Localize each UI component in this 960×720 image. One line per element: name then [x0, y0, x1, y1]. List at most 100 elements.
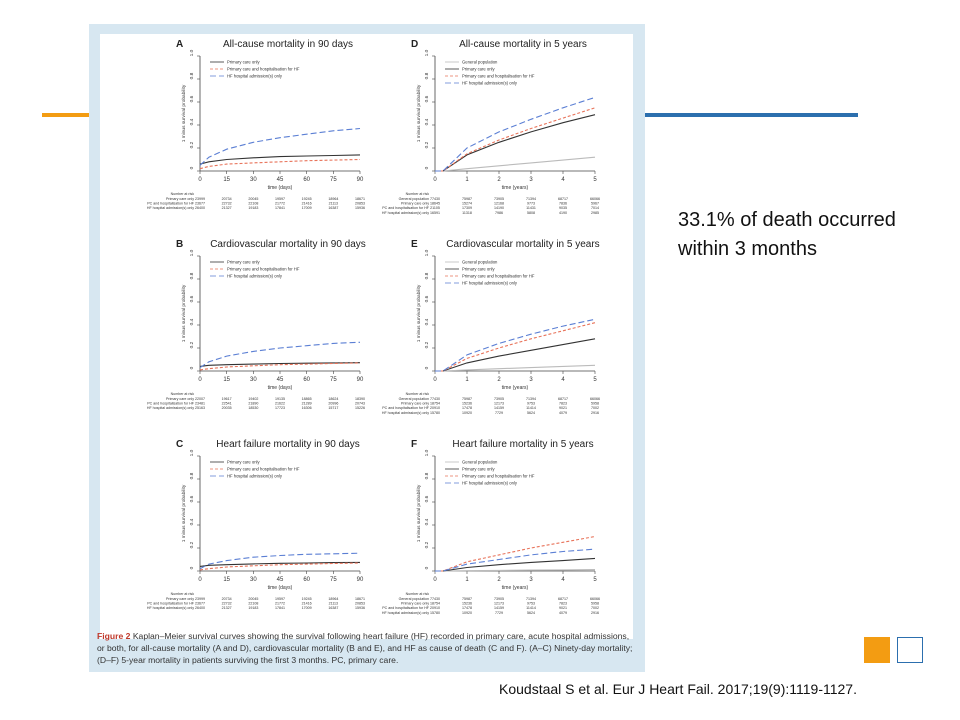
panel-f-risk-label-3: HF hospital admission(s) only	[382, 611, 429, 615]
panel-a-risk-value-2-3: 17841	[275, 206, 285, 210]
panel-e-title: Cardiovascular mortality in 5 years	[446, 239, 599, 250]
panel-f-risk-value-2-3: 11414	[526, 606, 536, 610]
panel-e-legend-label-0: General population	[462, 260, 498, 265]
panel-e-risk-value-3-5: 2916	[591, 411, 599, 415]
panel-a-xtick-label-4: 60	[303, 177, 310, 183]
km-charts: A All-cause mortality in 90 days 0 0.2 0.4 0.…	[147, 39, 600, 615]
panel-a-risk-value-2-5: 16387	[328, 206, 338, 210]
panel-b-xtick-label-0: 0	[198, 377, 202, 383]
panel-c-risk-value-1-2: 22108	[248, 602, 258, 606]
panel-d-risk-value-2-4: 9035	[559, 206, 567, 210]
panel-c-risk-value-1-4: 21416	[302, 602, 312, 606]
panel-b-risk-value-2-6: 15226	[355, 406, 365, 410]
panel-e-legend-label-2: Primary care and hospitalisation for HF	[462, 274, 535, 279]
panel-b-risk-value-0-5: 18624	[328, 397, 338, 401]
accent-line-left	[42, 113, 90, 117]
panel-f-risk-label-0: General population	[399, 597, 429, 601]
figure-plot-area: A All-cause mortality in 90 days 0 0.2 0.4 0.…	[100, 34, 633, 639]
panel-c-xtick-label-1: 15	[223, 577, 230, 583]
panel-f-series-line-2	[435, 535, 596, 572]
panel-a-risk-value-0-5: 18964	[328, 197, 338, 201]
panel-d-risk-value-1-1: 15274	[462, 202, 472, 206]
panel-a-risk-value-1-1: 22732	[222, 202, 232, 206]
panel-d-risk-value-3-0: 16591	[430, 211, 440, 215]
panel-c-letter: C	[176, 439, 183, 450]
panel-e-ytick-label-1: 0.2	[424, 341, 430, 348]
panel-c-ytick-label-0: 0	[189, 566, 195, 569]
panel-c-risk-label-2: HF hospital admission(s) only	[147, 606, 194, 610]
panel-a-risk-value-1-0: 23677	[195, 202, 205, 206]
panel-b-xtick-label-1: 15	[223, 377, 230, 383]
panel-c-title: Heart failure mortality in 90 days	[216, 439, 359, 450]
panel-b-risk-value-1-6: 20743	[355, 402, 365, 406]
panel-e-ytick-label-0: 0	[424, 366, 430, 369]
panel-d-risk-value-2-2: 14190	[494, 206, 504, 210]
panel-d-legend-label-0: General population	[462, 60, 498, 65]
panel-d-risk-value-3-3: 5808	[527, 211, 535, 215]
panel-d-risk-value-1-5: 5967	[591, 202, 599, 206]
panel-e-risk-value-3-2: 7729	[495, 411, 503, 415]
panel-a-ylabel: 1 minus survival probability	[181, 84, 187, 142]
panel-b-risk-value-0-6: 18390	[355, 397, 365, 401]
panel-b-xtick-label-5: 75	[330, 377, 337, 383]
panel-f-risk-value-3-5: 2916	[591, 611, 599, 615]
panel-d-risk-value-2-0: 21105	[430, 206, 440, 210]
panel-d-xtick-label-0: 0	[433, 177, 437, 183]
panel-a-risk-value-0-2: 20045	[248, 197, 258, 201]
panel-a-legend-label-1: Primary care and hospitalisation for HF	[227, 67, 300, 72]
panel-c-risk-value-0-5: 18964	[328, 597, 338, 601]
panel-b-risk-value-1-5: 20996	[328, 402, 338, 406]
panel-f-risk-value-0-5: 66066	[590, 597, 600, 601]
panel-a-risk-label-2: HF hospital admission(s) only	[147, 206, 194, 210]
panel-e-risk-value-2-4: 9021	[559, 406, 567, 410]
panel-a-risk-value-2-6: 15936	[355, 206, 365, 210]
panel-b-risk-value-1-0: 23481	[195, 402, 205, 406]
panel-a-risk-value-0-3: 19597	[275, 197, 285, 201]
panel-b-risk-value-2-5: 15717	[328, 406, 338, 410]
panel-f-xtick-label-0: 0	[433, 577, 437, 583]
panel-f-legend-label-3: HF hospital admission(s) only	[462, 481, 518, 486]
panel-c-xtick-label-6: 90	[357, 577, 364, 583]
panel-c-ytick-label-4: 0.8	[189, 472, 195, 479]
panel-f-risk-value-3-0: 15780	[430, 611, 440, 615]
panel-b-risk-value-2-4: 16306	[302, 406, 312, 410]
panel-f-title: Heart failure mortality in 5 years	[452, 439, 593, 450]
panel-f-legend-label-1: Primary care only	[462, 467, 495, 472]
panel-b-ytick-label-1: 0.2	[189, 341, 195, 348]
panel-e-xtick-label-0: 0	[433, 377, 437, 383]
panel-f-ytick-label-0: 0	[424, 566, 430, 569]
panel-f-series-line-3	[435, 548, 596, 572]
panel-d-risk-label-1: Primary care only	[401, 202, 429, 206]
figure-panel: A All-cause mortality in 90 days 0 0.2 0.4 0.…	[89, 24, 645, 672]
panel-c-risk-value-2-2: 19183	[248, 606, 258, 610]
panel-b-risk-value-1-1: 22541	[222, 402, 232, 406]
panel-a-legend-label-0: Primary care only	[227, 60, 260, 65]
panel-a-xtick-label-2: 30	[250, 177, 257, 183]
panel-e-xtick-label-1: 1	[465, 377, 469, 383]
panel-a-risk-value-0-6: 18671	[355, 197, 365, 201]
panel-a-risk-value-0-0: 23999	[195, 197, 205, 201]
panel-a-risk-value-2-0: 26400	[195, 206, 205, 210]
panel-a-xlabel: time (days)	[268, 185, 293, 191]
panel-a-risk-value-0-1: 20734	[222, 197, 232, 201]
panel-c-ytick-label-3: 0.6	[189, 495, 195, 502]
panel-c-series-line-2	[199, 552, 361, 570]
panel-b-letter: B	[176, 239, 183, 250]
panel-c-legend-label-1: Primary care and hospitalisation for HF	[227, 467, 300, 472]
panel-d-risk-value-2-5: 7014	[591, 206, 599, 210]
panel-f-risk-value-2-0: 20910	[430, 606, 440, 610]
panel-d-xlabel: time (years)	[502, 185, 529, 191]
panel-d-risk-value-0-4: 68717	[558, 197, 568, 201]
panel-d-risk-value-3-2: 7986	[495, 211, 503, 215]
panel-d-xtick-label-1: 1	[465, 177, 469, 183]
panel-e-risk-value-1-0: 18754	[430, 402, 440, 406]
panel-f-legend-label-2: Primary care and hospitalisation for HF	[462, 474, 535, 479]
panel-e-xtick-label-5: 5	[593, 377, 597, 383]
panel-d-risk-value-1-0: 18645	[430, 202, 440, 206]
panel-e-risk-value-3-3: 5624	[527, 411, 535, 415]
panel-c-risk-value-2-0: 26400	[195, 606, 205, 610]
panel-c-xtick-label-5: 75	[330, 577, 337, 583]
note-line-1: 33.1% of death occurred	[678, 209, 896, 231]
panel-b-ytick-label-2: 0.4	[189, 318, 195, 325]
panel-b-xtick-label-6: 90	[357, 377, 364, 383]
